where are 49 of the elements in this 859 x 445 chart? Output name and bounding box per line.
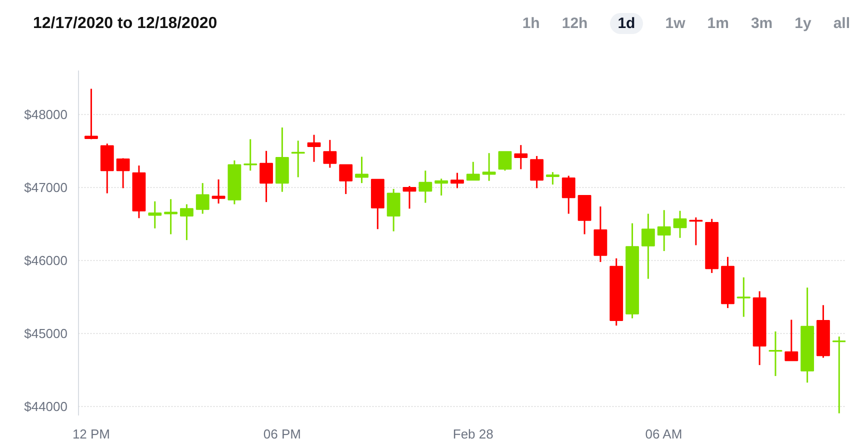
candlestick bbox=[355, 156, 368, 184]
candlestick bbox=[736, 276, 750, 318]
text: 1y bbox=[794, 15, 812, 32]
candlestick bbox=[434, 178, 448, 196]
candlestick bbox=[148, 200, 162, 230]
text: 12h bbox=[562, 15, 588, 32]
candlestick bbox=[562, 175, 576, 215]
candlestick bbox=[657, 209, 671, 252]
candlestick bbox=[196, 182, 210, 215]
text: 1h bbox=[522, 15, 540, 32]
candlestick bbox=[546, 171, 560, 186]
candlestick bbox=[180, 204, 194, 241]
text: 1d bbox=[610, 13, 644, 34]
candlestick bbox=[212, 178, 226, 204]
y-tick-label: $47000 bbox=[24, 180, 68, 195]
candlestick bbox=[323, 139, 337, 168]
candlestick bbox=[116, 157, 130, 189]
candlestick bbox=[84, 88, 98, 140]
candlestick bbox=[402, 185, 416, 210]
x-tick-label: Feb 28 bbox=[452, 426, 494, 442]
candlestick bbox=[244, 138, 258, 172]
candlestick bbox=[482, 152, 496, 182]
candlestick bbox=[260, 150, 273, 203]
candlestick bbox=[307, 134, 321, 163]
y-tick-label: $44000 bbox=[24, 399, 68, 414]
x-tick-label: 06 AM bbox=[645, 426, 682, 442]
y-tick-label: $45000 bbox=[24, 326, 68, 342]
candlestick bbox=[514, 144, 528, 170]
text: all bbox=[833, 15, 850, 32]
candlestick bbox=[164, 198, 178, 235]
x-tick-label: 06 PM bbox=[263, 426, 301, 442]
text: 1w bbox=[665, 15, 686, 32]
candlestick bbox=[450, 172, 464, 189]
candlestick bbox=[418, 170, 432, 204]
candlestick bbox=[832, 336, 846, 414]
candlestick bbox=[339, 164, 353, 195]
candlestick bbox=[466, 161, 480, 181]
y-tick-label: $46000 bbox=[24, 253, 68, 268]
candlestick bbox=[641, 213, 655, 280]
candlestick bbox=[498, 150, 512, 172]
candlestick bbox=[386, 188, 400, 232]
candlestick bbox=[673, 210, 687, 239]
text: 3m bbox=[750, 15, 773, 32]
text: 1m bbox=[707, 15, 729, 32]
candlestick bbox=[784, 319, 798, 362]
x-tick-label: 12 PM bbox=[72, 426, 110, 442]
chart-title: 12/17/2020 to 12/18/2020 bbox=[32, 14, 218, 34]
y-tick-label: $48000 bbox=[24, 106, 68, 122]
candlestick bbox=[530, 155, 544, 189]
